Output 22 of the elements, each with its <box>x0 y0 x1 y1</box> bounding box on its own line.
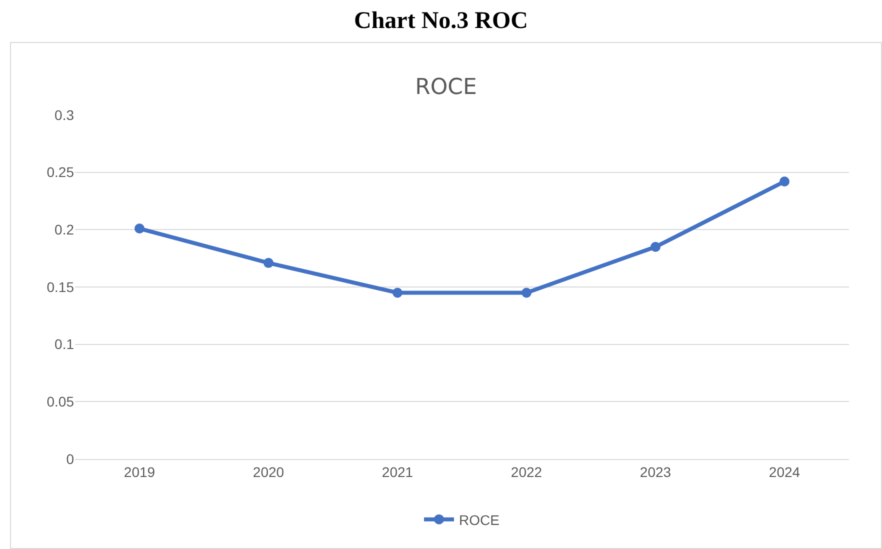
y-tick-label: 0.25 <box>46 164 74 180</box>
chart-subtitle: ROCE <box>415 74 477 100</box>
legend-label: ROCE <box>459 512 500 528</box>
x-tick-label: 2021 <box>382 464 414 480</box>
point <box>780 176 790 187</box>
y-tick-label: 0.1 <box>54 336 74 352</box>
x-tick-label: 2023 <box>640 464 672 480</box>
y-tick-label: 0.05 <box>46 394 74 410</box>
y-tick-label: 0.3 <box>54 106 74 123</box>
y-tick-label: 0 <box>66 450 74 467</box>
point <box>522 288 532 298</box>
point <box>392 288 402 298</box>
x-tick-label: 2019 <box>124 464 156 480</box>
x-tick-label: 2022 <box>510 464 542 480</box>
x-tick-label: 2024 <box>768 464 800 480</box>
y-tick-label: 0.2 <box>54 222 74 238</box>
point <box>134 224 144 234</box>
point <box>650 242 660 252</box>
chart-title: Chart No.3 ROC <box>353 8 529 35</box>
y-tick-label: 0.15 <box>46 278 74 295</box>
x-tick-label: 2020 <box>252 464 284 480</box>
point <box>264 258 274 268</box>
